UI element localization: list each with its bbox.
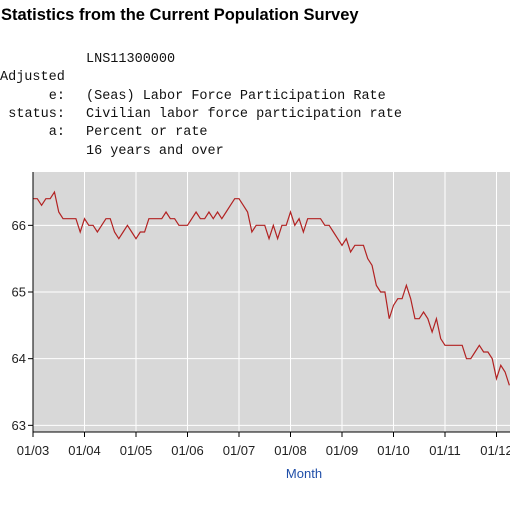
labor-force-status-label: status: bbox=[8, 107, 65, 122]
x-tick-label: 01/05 bbox=[120, 443, 153, 458]
labor-force-status-row: status: Civilian labor force participati… bbox=[0, 107, 510, 125]
labor-force-status-value: Civilian labor force participation rate bbox=[86, 107, 402, 122]
x-axis-title: Month bbox=[286, 466, 322, 481]
page-title: Statistics from the Current Population S… bbox=[1, 6, 359, 24]
y-tick-label: 66 bbox=[12, 218, 26, 233]
series-line bbox=[33, 190, 510, 386]
x-tick-label: 01/12 bbox=[480, 443, 510, 458]
x-tick-label: 01/03 bbox=[17, 443, 50, 458]
x-tick-label: 01/07 bbox=[223, 443, 256, 458]
x-tick-label: 01/04 bbox=[68, 443, 101, 458]
type-of-data-row: a: Percent or rate bbox=[0, 125, 510, 143]
y-tick-label: 64 bbox=[12, 351, 26, 366]
type-of-data-value: Percent or rate bbox=[86, 125, 208, 140]
age-row: 16 years and over bbox=[0, 144, 510, 162]
y-tick-label: 63 bbox=[12, 418, 26, 433]
x-tick-label: 01/09 bbox=[326, 443, 359, 458]
series-id-value: LNS11300000 bbox=[86, 52, 176, 67]
age-value: 16 years and over bbox=[86, 144, 224, 159]
x-tick-label: 01/11 bbox=[429, 443, 461, 458]
adjusted-row: Adjusted bbox=[0, 70, 510, 88]
plot-background bbox=[33, 172, 510, 432]
y-tick-label: 65 bbox=[12, 285, 26, 300]
x-tick-label: 01/06 bbox=[171, 443, 204, 458]
series-title-row: e: (Seas) Labor Force Participation Rate bbox=[0, 89, 510, 107]
chart: 63 64 65 66 01/03 01/04 01/05 01/06 01/07 01/08 0… bbox=[12, 172, 510, 481]
adjusted-label: Adjusted bbox=[0, 70, 65, 85]
x-tick-label: 01/08 bbox=[274, 443, 307, 458]
x-tick-label: 01/10 bbox=[377, 443, 410, 458]
series-id-row: LNS11300000 bbox=[0, 52, 510, 70]
series-title-label: e: bbox=[48, 89, 65, 104]
series-title-value: (Seas) Labor Force Participation Rate bbox=[86, 89, 386, 104]
type-of-data-label: a: bbox=[48, 125, 65, 140]
